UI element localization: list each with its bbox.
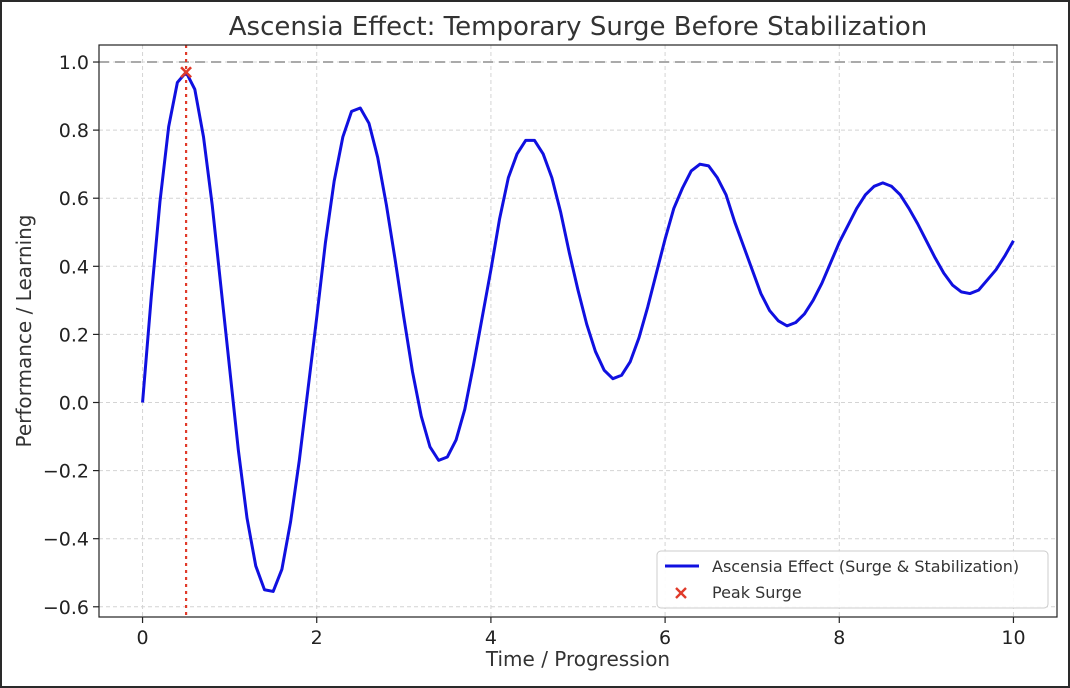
y-tick-label: 0.6 — [59, 188, 89, 210]
legend-x-swatch — [675, 587, 687, 599]
grid-lines — [99, 45, 1057, 617]
y-tick-label: 0.2 — [59, 324, 89, 346]
y-tick-label: −0.6 — [43, 597, 89, 619]
series-line-ascensia-effect — [141, 70, 1015, 593]
y-tick-label: −0.4 — [43, 529, 89, 551]
ticks: 0 2 4 6 8 10 −0.6 −0.4 −0.2 0.0 0.2 0.4 0.6 0.8 1.0 — [43, 52, 1026, 649]
axes-box — [98, 44, 1058, 618]
y-tick-label: 0.0 — [59, 393, 89, 415]
y-tick-label: 1.0 — [59, 52, 89, 74]
legend-item-marker: Peak Surge — [712, 583, 802, 602]
x-tick-label: 4 — [485, 627, 497, 649]
peak-marker-stroke — [180, 66, 193, 79]
peak-surge-marker — [180, 66, 193, 79]
x-tick-label: 8 — [833, 627, 845, 649]
y-tick-label: 0.4 — [59, 256, 89, 278]
x-tick-label: 2 — [311, 627, 323, 649]
chart-title: Ascensia Effect: Temporary Surge Before … — [229, 12, 928, 42]
y-tick-label: −0.2 — [43, 461, 89, 483]
legend: Ascensia Effect (Surge & Stabilization) … — [656, 550, 1049, 609]
x-axis-label: Time / Progression — [485, 647, 670, 671]
x-tick-label: 6 — [659, 627, 671, 649]
legend-item-series: Ascensia Effect (Surge & Stabilization) — [712, 557, 1019, 576]
legend-box — [656, 550, 1049, 609]
y-tick-label: 0.8 — [59, 120, 89, 142]
x-tick-label: 0 — [136, 627, 148, 649]
y-axis-label: Performance / Learning — [12, 214, 36, 447]
x-tick-label: 10 — [1001, 627, 1025, 649]
